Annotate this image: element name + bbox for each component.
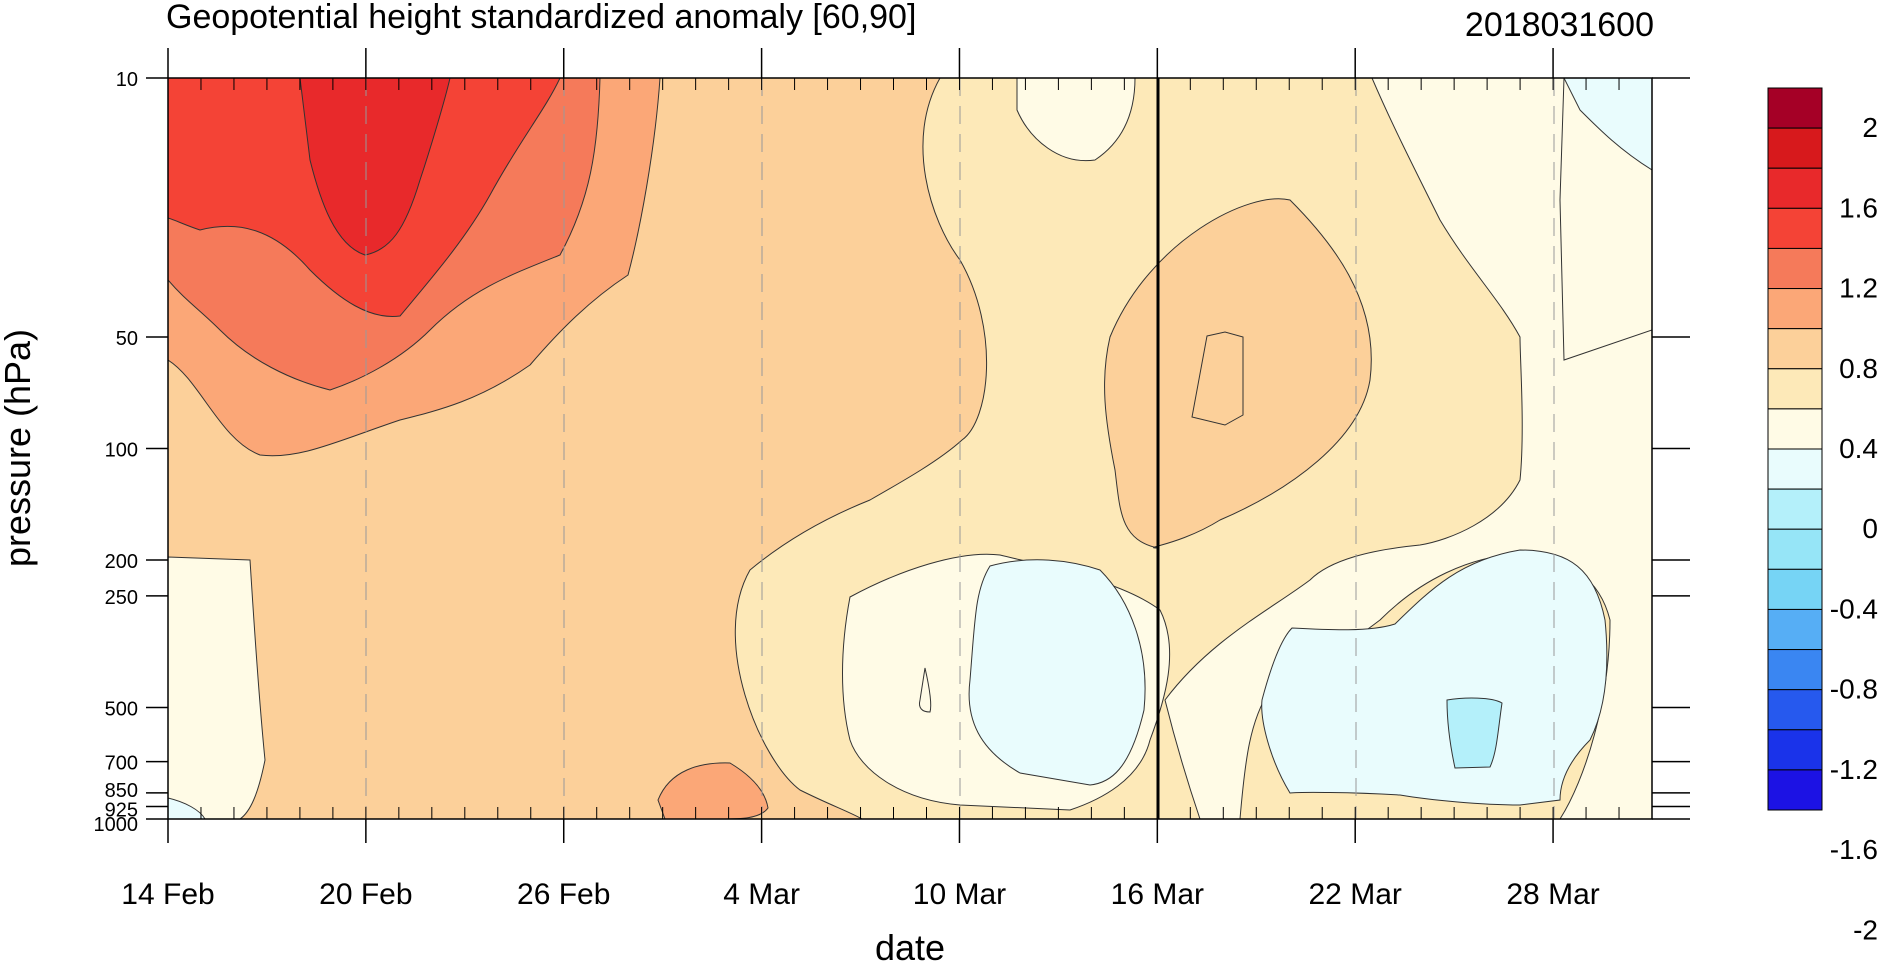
colorbar-swatch [1767, 288, 1823, 330]
y-tick-label: 700 [105, 753, 138, 775]
colorbar-swatch [1767, 408, 1823, 450]
y-tick-label: 500 [105, 698, 138, 720]
contour-minus-0.4-center [968, 559, 1146, 786]
contour-small-isolated [919, 667, 932, 713]
contour-minus-0.4-bottom-left [168, 797, 206, 819]
colorbar-label: -1.6 [1830, 834, 1878, 865]
y-tick-label: 250 [105, 587, 138, 609]
x-tick-label: 16 Mar [1111, 878, 1204, 911]
y-axis-label: pressure (hPa) [0, 329, 38, 567]
colorbar-swatch [1767, 87, 1823, 129]
contour-0.8-center-core [1191, 331, 1244, 426]
colorbar-swatch [1767, 729, 1823, 771]
colorbar-swatch [1767, 167, 1823, 209]
colorbar-label: 0 [1862, 513, 1878, 544]
colorbar-label: 0.8 [1839, 353, 1878, 384]
chart-title: Geopotential height standardized anomaly… [166, 0, 916, 36]
colorbar-label: -2 [1853, 914, 1878, 945]
contour-0-upper-right [1016, 78, 1136, 162]
colorbar-swatch [1767, 488, 1823, 530]
colorbar-swatch [1767, 328, 1823, 370]
x-tick-label: 22 Mar [1309, 878, 1402, 911]
colorbar-swatch [1767, 649, 1823, 691]
colorbar-swatch [1767, 769, 1823, 811]
colorbar-swatch [1767, 528, 1823, 570]
colorbar-swatch [1767, 608, 1823, 651]
colorbar-swatch [1767, 448, 1823, 490]
y-tick-label: 100 [105, 440, 138, 462]
y-tick-label: 50 [116, 328, 138, 350]
colorbar-label: -0.4 [1830, 593, 1878, 624]
x-tick-label: 14 Feb [121, 878, 214, 911]
colorbar-swatch [1767, 368, 1823, 410]
x-axis-label: date [875, 927, 945, 963]
colorbar-label: -0.8 [1830, 674, 1878, 705]
vertical-dashed-guides [365, 78, 1555, 819]
colorbar-swatch [1767, 247, 1823, 290]
colorbar-swatch [1767, 689, 1823, 731]
y-tick-label: 200 [105, 551, 138, 573]
date-stamp: 2018031600 [1465, 6, 1654, 44]
colorbar-label: 0.4 [1839, 433, 1878, 464]
contour-minus-0.8-core [1446, 697, 1503, 769]
x-tick-label: 20 Feb [319, 878, 412, 911]
colorbar: 2 1.6 1.2 0.8 0.4 0 -0.4 -0.8 -1.2 -1.6 -2 [1767, 87, 1878, 945]
x-axis: 14 Feb 20 Feb 26 Feb 4 Mar 10 Mar 16 Mar 22 Ma… [121, 48, 1653, 911]
contour-2-core [299, 78, 451, 256]
x-tick-label: 26 Feb [517, 878, 610, 911]
y-tick-label: 1000 [94, 814, 139, 836]
colorbar-swatch [1767, 568, 1823, 610]
y-tick-label: 850 [105, 780, 138, 802]
contour-minus-0.4-right [1261, 549, 1608, 806]
x-tick-label: 4 Mar [723, 878, 800, 911]
contour-fill [168, 78, 1652, 819]
x-tick-label: 10 Mar [913, 878, 1006, 911]
colorbar-label: 2 [1862, 112, 1878, 143]
y-tick-label: 925 [105, 799, 138, 821]
contour-0-bottom-left [168, 556, 266, 819]
x-tick-label: 28 Mar [1506, 878, 1599, 911]
colorbar-swatch [1767, 207, 1823, 249]
colorbar-label: 1.6 [1839, 192, 1878, 223]
colorbar-swatch [1767, 127, 1823, 169]
colorbar-label: 1.2 [1839, 273, 1878, 304]
colorbar-label: -1.2 [1830, 754, 1878, 785]
y-tick-label: 10 [116, 69, 138, 91]
